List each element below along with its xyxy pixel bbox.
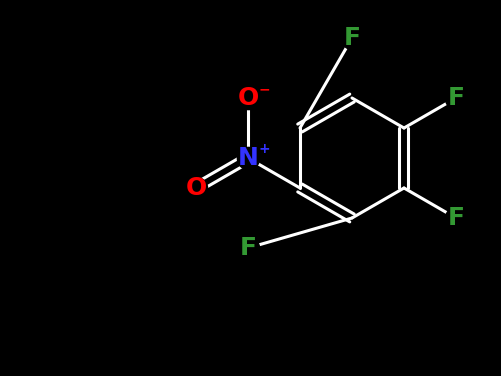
Text: −: − [259, 82, 271, 96]
Text: F: F [447, 206, 464, 230]
Text: F: F [344, 26, 361, 50]
Text: +: + [259, 142, 271, 156]
Text: F: F [239, 236, 257, 260]
Text: N: N [237, 146, 259, 170]
Text: O: O [185, 176, 206, 200]
Text: F: F [447, 86, 464, 110]
Text: O: O [237, 86, 259, 110]
